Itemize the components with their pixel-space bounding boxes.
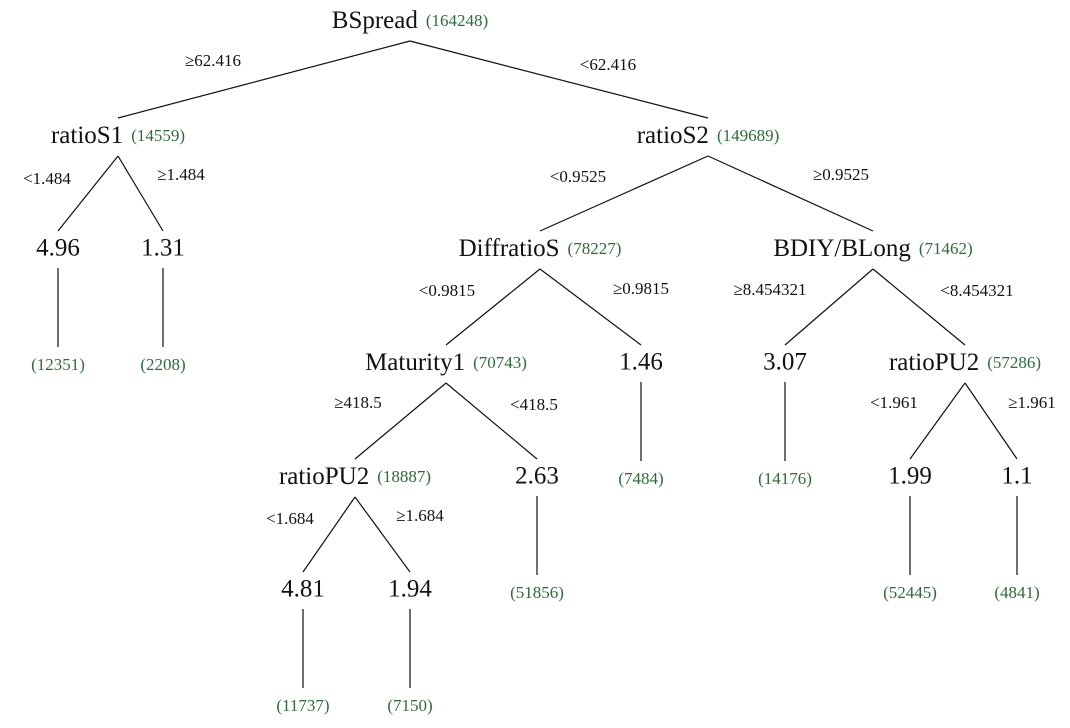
edge-label: <8.454321 (940, 281, 1013, 300)
edge-line (539, 268, 642, 346)
edge-line (445, 382, 538, 460)
edge-label: <418.5 (510, 395, 558, 414)
node-count: (78227) (568, 239, 622, 258)
node: BSpread (164248) (332, 7, 488, 34)
node: BDIY/BLong (71462) (773, 235, 972, 262)
node-count: (71462) (919, 239, 973, 258)
leaf-value: 1.46 (619, 349, 663, 376)
node-count: (70743) (473, 353, 527, 372)
edge-line (872, 268, 966, 346)
node: Maturity1 (70743) (365, 349, 527, 376)
leaf-value: 3.07 (763, 349, 807, 376)
leaf-value: 1.94 (388, 576, 432, 603)
edge-line (117, 40, 411, 119)
edge-label: ≥1.684 (396, 506, 444, 525)
node-label: BDIY/BLong (773, 235, 911, 262)
leaf-value: 2.63 (515, 463, 559, 490)
leaf-count: (51856) (510, 583, 564, 602)
node-label: ratioS1 (51, 122, 123, 149)
leaf-value: 1.1 (1001, 463, 1032, 490)
node: ratioPU2 (57286) (889, 349, 1041, 376)
leaf-count: (7150) (387, 696, 432, 715)
edge-line (409, 40, 709, 119)
node: ratioS1 (14559) (51, 122, 185, 149)
edge-line (117, 155, 164, 232)
edge-label: <0.9525 (550, 167, 606, 186)
leaf-value: 4.81 (281, 576, 325, 603)
leaf-value: 4.96 (36, 235, 80, 262)
edge-line (354, 382, 447, 460)
node-label: Maturity1 (365, 349, 465, 376)
edge-line (707, 155, 874, 232)
edge-label: <0.9815 (419, 281, 475, 300)
node-label: ratioPU2 (279, 463, 369, 490)
node-label: ratioPU2 (889, 349, 979, 376)
edge-label: ≥1.961 (1008, 393, 1056, 412)
leaf-count: (52445) (883, 583, 937, 602)
leaf-value: 1.99 (888, 463, 932, 490)
leaf-count: (2208) (140, 355, 185, 374)
edge-label: <1.684 (266, 509, 314, 528)
edge-label: ≥62.416 (185, 51, 241, 70)
node-label: ratioS2 (637, 122, 709, 149)
edge-line (784, 268, 874, 346)
node-count: (14559) (131, 126, 185, 145)
edge-line (909, 382, 966, 460)
node-label: DiffratioS (459, 235, 560, 262)
node-count: (18887) (377, 467, 431, 486)
edge-line (354, 496, 411, 573)
node-label: BSpread (332, 7, 419, 34)
edge-label: <62.416 (580, 55, 636, 74)
edge-line (57, 155, 119, 232)
leaf-count: (4841) (994, 583, 1039, 602)
node: ratioS2 (149689) (637, 122, 780, 149)
edge-label: ≥0.9525 (813, 165, 869, 184)
node: ratioPU2 (18887) (279, 463, 431, 490)
leaf-count: (14176) (758, 469, 812, 488)
edge-label: <1.961 (870, 393, 918, 412)
edge-label: ≥8.454321 (733, 280, 806, 299)
node-count: (164248) (426, 11, 488, 30)
edge-label: ≥0.9815 (613, 279, 669, 298)
leaf-count: (11737) (276, 696, 329, 715)
edge-label: ≥418.5 (334, 393, 382, 412)
node: DiffratioS (78227) (459, 235, 622, 262)
leaf-count: (7484) (618, 469, 663, 488)
edge-label: <1.484 (23, 169, 71, 188)
leaf-count: (12351) (31, 355, 85, 374)
edge-line (539, 155, 709, 232)
edge-line (964, 382, 1018, 460)
node-count: (149689) (717, 126, 779, 145)
leaf-value: 1.31 (141, 235, 185, 262)
node-count: (57286) (987, 353, 1041, 372)
edge-line (302, 496, 356, 573)
edge-line (445, 268, 541, 346)
edge-label: ≥1.484 (157, 165, 205, 184)
